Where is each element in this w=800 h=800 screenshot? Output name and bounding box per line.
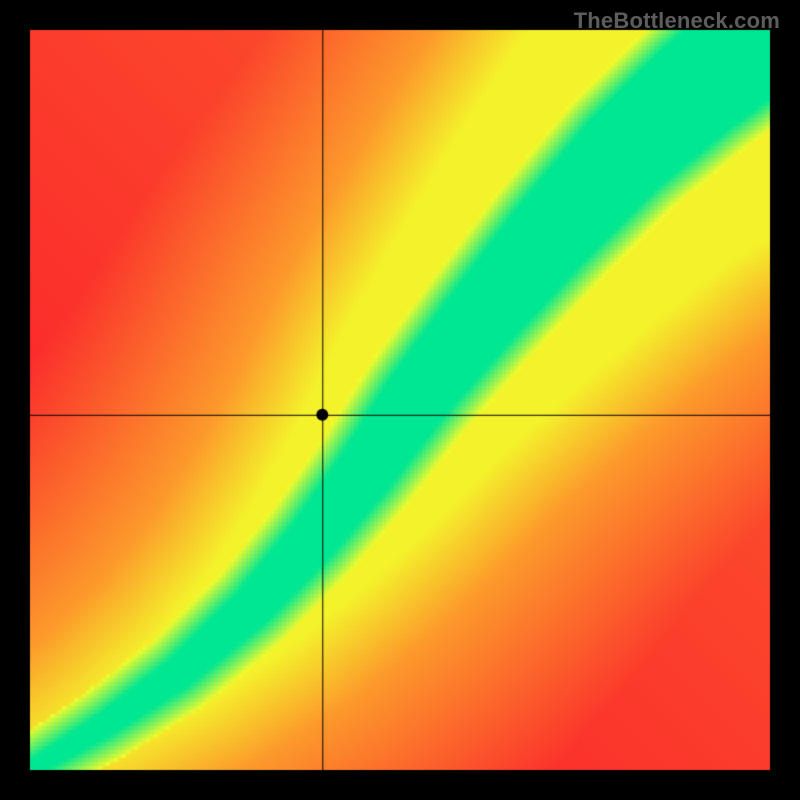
watermark-text: TheBottleneck.com [574, 8, 780, 34]
bottleneck-heatmap [0, 0, 800, 800]
